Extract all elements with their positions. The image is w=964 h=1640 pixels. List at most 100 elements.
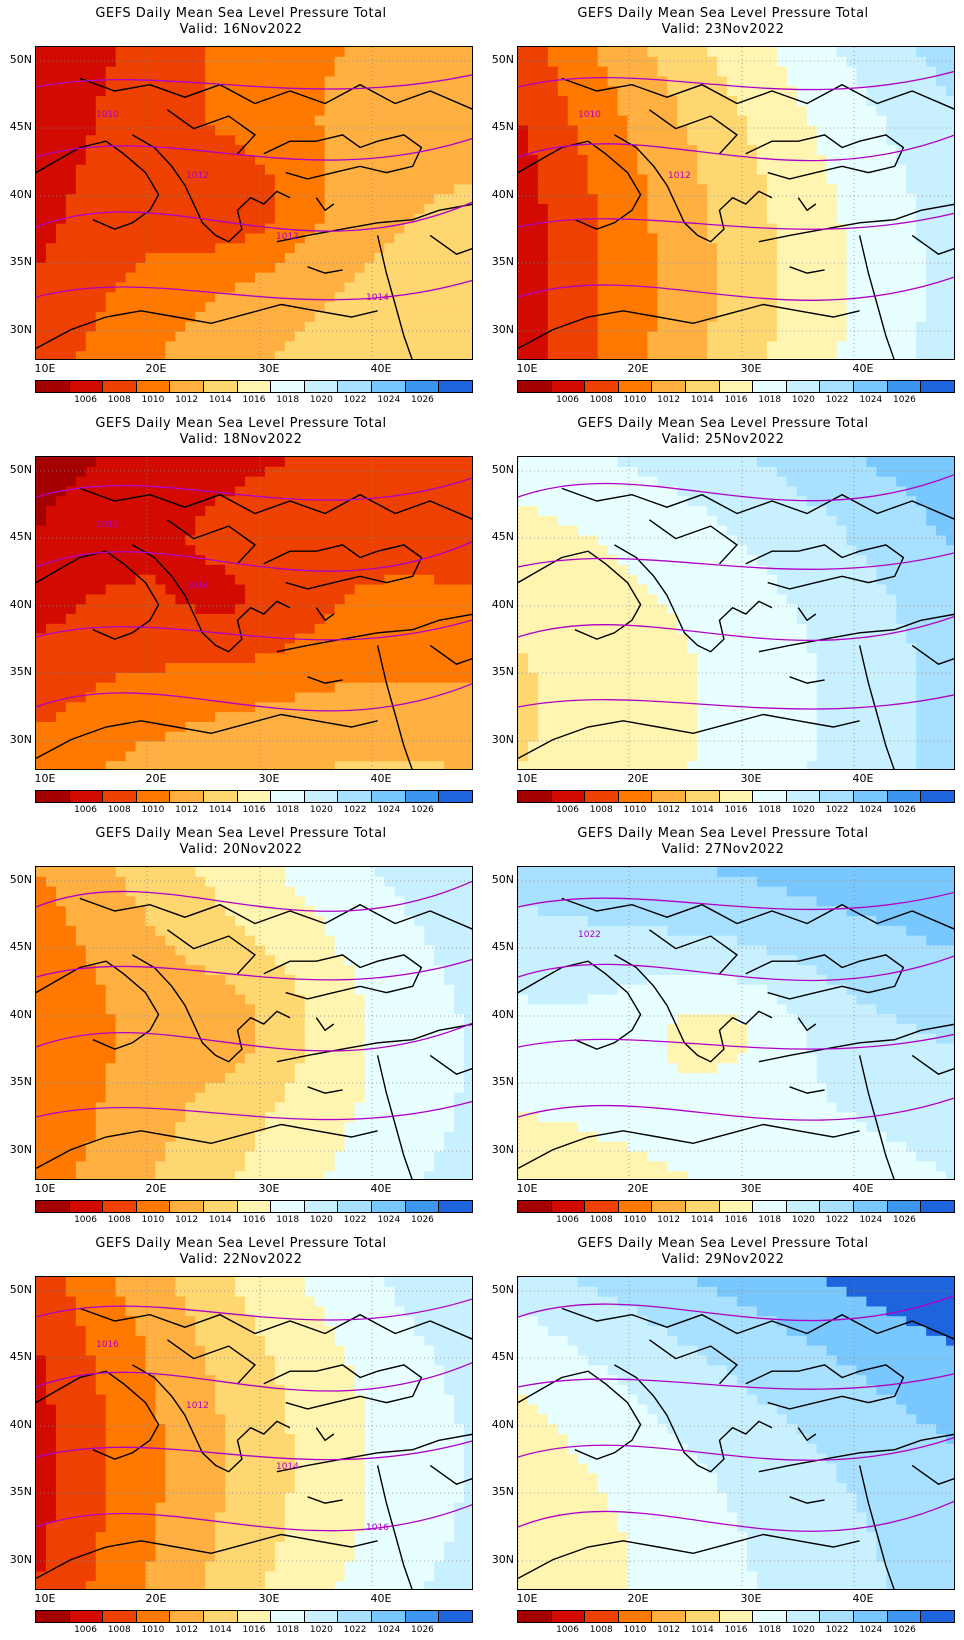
pressure-cell	[364, 653, 376, 664]
pressure-cell	[537, 96, 549, 107]
coastline	[36, 550, 160, 640]
pressure-cell	[55, 692, 67, 703]
pressure-cell	[607, 457, 619, 468]
pressure-cell	[404, 692, 415, 703]
lat-tick-label: 30N	[9, 733, 32, 746]
pressure-cell	[557, 574, 569, 586]
pressure-cell	[65, 223, 77, 235]
coastline	[376, 645, 413, 769]
pressure-cell	[215, 321, 226, 333]
pressure-cell	[185, 253, 196, 264]
pressure-cell	[294, 594, 306, 605]
pressure-cell	[344, 741, 356, 752]
pressure-cell	[85, 496, 97, 507]
pressure-cell	[936, 466, 947, 478]
pressure-cell	[886, 341, 897, 352]
pressure-cell	[404, 253, 415, 264]
pressure-cell	[936, 564, 947, 576]
pressure-cell	[225, 253, 236, 264]
pressure-cell	[85, 204, 97, 215]
pressure-cell	[304, 614, 316, 625]
pressure-cell	[75, 86, 87, 97]
isobar-line	[36, 683, 472, 712]
pressure-cell	[607, 194, 619, 205]
pressure-cell	[637, 466, 648, 478]
pressure-cell	[434, 292, 445, 303]
colorbar-swatch	[405, 381, 440, 392]
pressure-cell	[245, 653, 256, 664]
pressure-cell	[627, 545, 639, 556]
pressure-cell	[647, 525, 658, 537]
pressure-cell	[766, 574, 778, 586]
pressure-cell	[414, 476, 425, 488]
pressure-cell	[707, 76, 718, 87]
pressure-cell	[637, 115, 648, 127]
pressure-cell	[677, 351, 688, 359]
pressure-cell	[707, 135, 718, 146]
pressure-cell	[617, 154, 629, 166]
pressure-cell	[454, 96, 465, 107]
pressure-cell	[215, 663, 226, 674]
coastline	[648, 109, 739, 155]
pressure-cell	[896, 184, 907, 195]
pressure-cell	[786, 292, 798, 303]
pressure-cell	[607, 282, 619, 293]
pressure-cell	[527, 351, 539, 359]
pressure-cell	[205, 663, 216, 674]
pressure-cell	[946, 466, 954, 478]
pressure-cell	[836, 66, 848, 78]
pressure-cell	[547, 223, 559, 235]
pressure-cell	[647, 213, 658, 225]
pressure-cell	[697, 302, 708, 313]
pressure-cell	[916, 115, 927, 127]
lat-tick-label: 50N	[491, 53, 514, 66]
pressure-cell	[637, 282, 648, 293]
pressure-cell	[235, 564, 246, 576]
pressure-cell	[737, 321, 748, 333]
pressure-cell	[404, 125, 415, 136]
pressure-cell	[165, 604, 176, 615]
pressure-cell	[896, 496, 907, 507]
pressure-cell	[175, 672, 186, 684]
pressure-cell	[165, 194, 176, 205]
pressure-cell	[587, 545, 599, 556]
pressure-cell	[926, 321, 937, 333]
pressure-cell	[866, 321, 877, 333]
pressure-cell	[557, 213, 569, 225]
pressure-cell	[185, 751, 196, 762]
pressure-cell	[394, 262, 405, 274]
pressure-cell	[115, 213, 127, 225]
pressure-cell	[946, 96, 954, 107]
pressure-cell	[896, 525, 907, 537]
pressure-cell	[597, 47, 609, 58]
pressure-cell	[274, 506, 286, 517]
pressure-cell	[776, 204, 788, 215]
pressure-cell	[866, 272, 877, 284]
pressure-cell	[364, 204, 376, 215]
pressure-cell	[354, 135, 366, 146]
pressure-cell	[95, 154, 107, 166]
pressure-cell	[185, 302, 196, 313]
pressure-cell	[374, 351, 385, 359]
pressure-cell	[464, 145, 472, 156]
pressure-cell	[284, 47, 296, 58]
pressure-cell	[245, 515, 256, 527]
pressure-cell	[65, 292, 77, 303]
pressure-cell	[354, 56, 366, 68]
pressure-cell	[424, 262, 435, 274]
pressure-cell	[115, 486, 127, 497]
pressure-cell	[936, 86, 947, 97]
pressure-cell	[334, 555, 346, 566]
pressure-cell	[826, 564, 838, 576]
pressure-cell	[687, 321, 698, 333]
pressure-cell	[45, 204, 57, 215]
pressure-cell	[766, 96, 778, 107]
pressure-cell	[866, 555, 877, 566]
pressure-cell	[135, 633, 147, 645]
pressure-cell	[434, 535, 445, 546]
pressure-cell	[677, 105, 688, 117]
pressure-cell	[906, 515, 917, 527]
pressure-cell	[846, 525, 858, 537]
pressure-cell	[414, 115, 425, 127]
pressure-cell	[284, 506, 296, 517]
